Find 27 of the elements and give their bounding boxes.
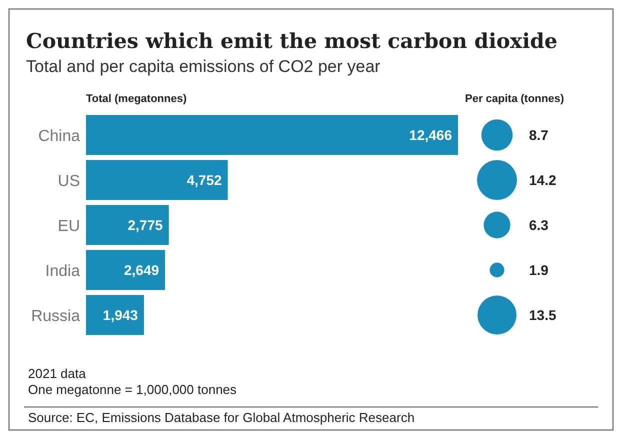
text: Per capita (tonnes) [465,93,564,105]
y-tick-label: China [38,128,80,145]
text: 2021 data [28,366,87,381]
bar [86,205,169,245]
bar [86,250,166,290]
y-tick-label: EU [58,218,80,235]
chart-subtitle: Total and per capita emissions of CO2 per year [26,57,381,76]
y-tick-label: India [45,263,80,280]
text: One megatonne = 1,000,000 tonnes [28,382,238,397]
data-label: 4,752 [186,172,222,188]
bar [86,160,228,200]
data-label: 8.7 [529,127,549,143]
data-label: 1,943 [102,307,138,323]
bar [86,295,144,335]
chart-title: Countries which emit the most carbon dioxide [26,29,558,53]
data-label: 13.5 [529,307,556,323]
data-label: 12,466 [409,127,452,143]
y-tick-label: Russia [31,308,80,325]
data-label: 1.9 [529,262,549,278]
data-label: 14.2 [529,172,556,188]
source-note: Source: EC, Emissions Database for Global Atmospheric Research [28,410,415,425]
bar [86,115,458,155]
data-label: 6.3 [529,217,549,233]
x-axis-title: Total (megatonnes) [86,93,187,105]
data-label: 2,775 [128,217,164,233]
y-tick-label: US [58,173,80,190]
data-label: 2,649 [124,262,160,278]
